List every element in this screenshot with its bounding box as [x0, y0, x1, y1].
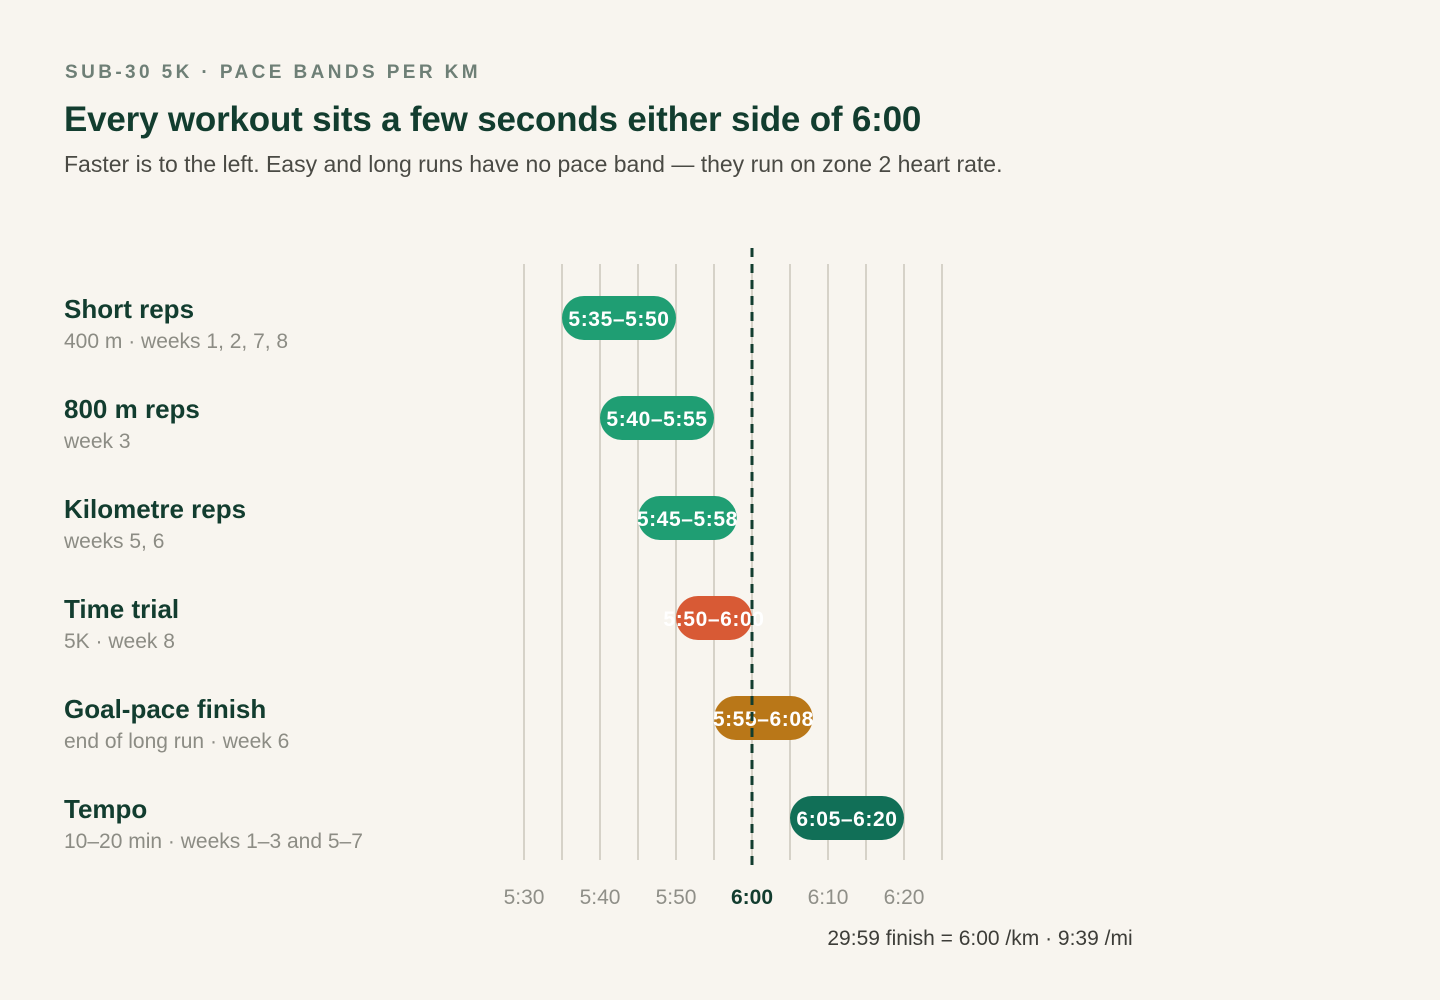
workout-row-label: Goal-pace finish end of long run · week 6 — [64, 694, 289, 756]
pace-band-label: 5:35–5:50 — [568, 308, 669, 331]
workout-detail: 5K · week 8 — [64, 630, 175, 653]
finish-note: 29:59 finish = 6:00 /km · 9:39 /mi — [827, 927, 1133, 950]
workout-name: Short reps — [64, 294, 195, 324]
pace-band-label: 5:40–5:55 — [606, 408, 707, 431]
pace-band-bar — [790, 796, 904, 840]
pace-band-label: 5:50–6:00 — [663, 608, 764, 631]
x-tick-label: 5:30 — [504, 886, 545, 909]
pace-band-bar — [676, 596, 752, 640]
workout-detail: 400 m · weeks 1, 2, 7, 8 — [64, 330, 289, 353]
workout-row-label: Tempo 10–20 min · weeks 1–3 and 5–7 — [64, 794, 363, 856]
pace-band-label: 6:05–6:20 — [796, 808, 897, 831]
workout-row-label: Time trial 5K · week 8 — [64, 594, 179, 656]
chart-title: Every workout sits a few seconds either … — [64, 100, 922, 139]
workout-name: Time trial — [64, 594, 180, 624]
x-tick-label: 5:50 — [656, 886, 697, 909]
pace-band-bar — [638, 496, 737, 540]
workout-detail: 10–20 min · weeks 1–3 and 5–7 — [64, 830, 363, 853]
workout-name: 800 m reps — [64, 394, 200, 424]
workout-name: Kilometre reps — [64, 494, 247, 524]
x-tick-label: 6:20 — [884, 886, 925, 909]
chart-subtitle: Faster is to the left. Easy and long run… — [64, 151, 1003, 177]
workout-detail: end of long run · week 6 — [64, 730, 290, 753]
workout-detail: weeks 5, 6 — [64, 530, 165, 553]
x-tick-label: 6:10 — [808, 886, 849, 909]
workout-detail: week 3 — [64, 430, 131, 453]
pace-band-label: 5:55–6:08 — [713, 708, 814, 731]
chart-eyebrow: SUB-30 5K · PACE BANDS PER KM — [65, 62, 482, 83]
workout-name: Tempo — [64, 794, 148, 824]
workout-row-label: 800 m reps week 3 — [64, 394, 200, 456]
workout-row-label: Short reps 400 m · weeks 1, 2, 7, 8 — [64, 294, 288, 356]
pace-band-bar — [600, 396, 714, 440]
pace-band-bar — [714, 696, 813, 740]
reference-tick-label: 6:00 — [731, 886, 773, 909]
x-tick-label: 5:40 — [580, 886, 621, 909]
pace-band-bar — [562, 296, 676, 340]
workout-row-label: Kilometre reps weeks 5, 6 — [64, 494, 246, 556]
workout-name: Goal-pace finish — [64, 694, 267, 724]
pace-band-label: 5:45–5:58 — [637, 508, 738, 531]
